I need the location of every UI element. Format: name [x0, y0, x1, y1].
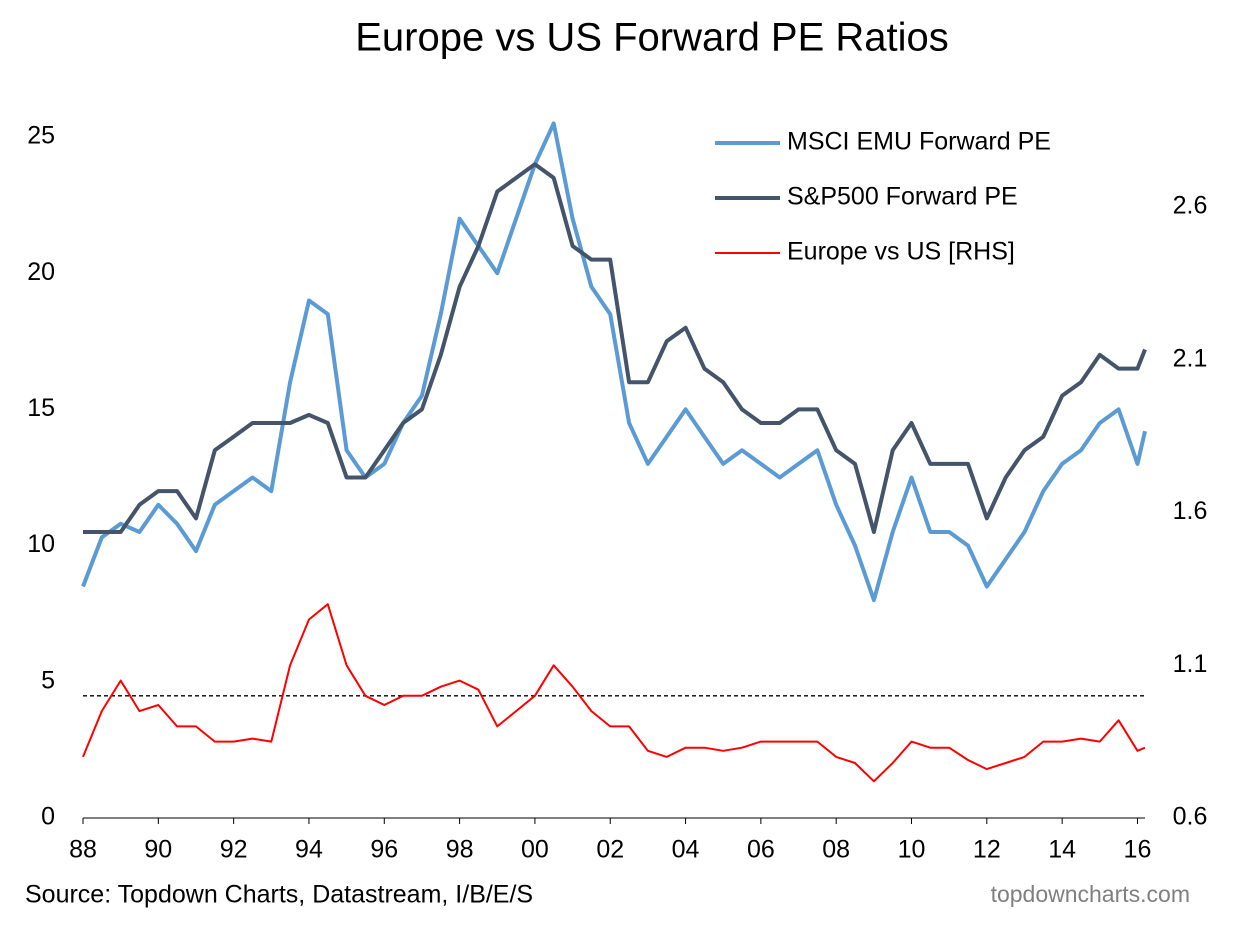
x-tick-label: 12	[973, 836, 1001, 864]
x-tick-label: 16	[1124, 836, 1152, 864]
x-tick-label: 96	[370, 836, 398, 864]
y2-tick-label: 0.6	[1173, 803, 1208, 831]
y-tick-label: 10	[27, 530, 55, 558]
x-tick-label: 98	[446, 836, 474, 864]
x-tick-label: 14	[1048, 836, 1076, 864]
x-tick-label: 00	[521, 836, 549, 864]
y-tick-label: 5	[41, 666, 55, 694]
y-tick-label: 20	[27, 258, 55, 286]
x-tick-label: 04	[672, 836, 700, 864]
y2-tick-label: 1.1	[1173, 650, 1208, 678]
x-tick-label: 92	[220, 836, 248, 864]
x-tick-label: 94	[295, 836, 323, 864]
x-tick-label: 10	[898, 836, 926, 864]
x-tick-label: 88	[69, 836, 97, 864]
x-tick-label: 08	[822, 836, 850, 864]
series-line	[82, 603, 1146, 783]
source-note: Source: Topdown Charts, Datastream, I/B/…	[25, 881, 533, 909]
legend-label: S&P500 Forward PE	[787, 183, 1018, 211]
x-tick-label: 02	[596, 836, 624, 864]
y-tick-label: 0	[41, 803, 55, 831]
watermark: topdowncharts.com	[991, 881, 1190, 907]
series-line	[81, 121, 1147, 603]
series-line	[83, 162, 1147, 534]
x-tick-label: 06	[747, 836, 775, 864]
y2-tick-label: 1.6	[1173, 497, 1208, 525]
y-tick-label: 15	[27, 394, 55, 422]
chart-title: Europe vs US Forward PE Ratios	[355, 16, 949, 60]
y2-tick-label: 2.1	[1173, 344, 1208, 372]
legend-label: Europe vs US [RHS]	[787, 238, 1015, 266]
legend-label: MSCI EMU Forward PE	[787, 128, 1051, 156]
x-tick-label: 90	[144, 836, 172, 864]
y2-tick-label: 2.6	[1173, 192, 1208, 220]
y-tick-label: 25	[27, 122, 55, 150]
